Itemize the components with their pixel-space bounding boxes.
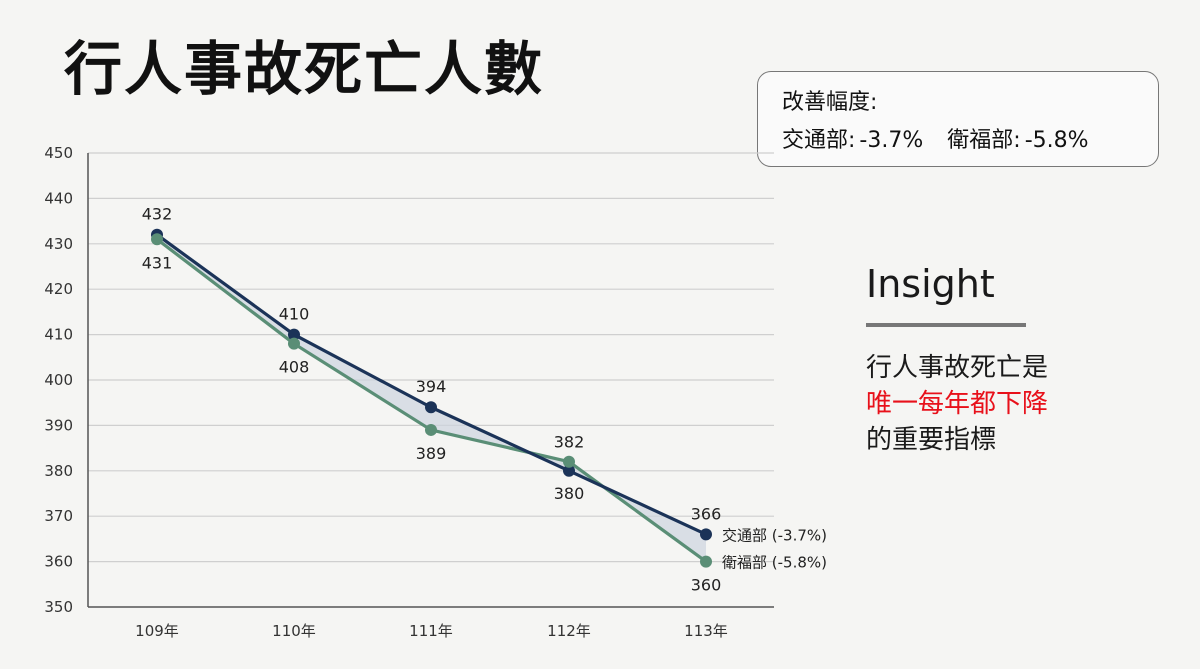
point-mohw-3 <box>563 455 575 468</box>
data-label-moti-0: 432 <box>142 205 173 224</box>
point-mohw-0 <box>151 233 163 246</box>
y-tick-label-360: 360 <box>44 553 73 571</box>
data-label-moti-2: 394 <box>416 377 447 396</box>
x-tick-label-0: 109年 <box>135 622 179 640</box>
data-label-moti-3: 380 <box>554 484 585 503</box>
data-label-moti-1: 410 <box>279 305 310 324</box>
point-mohw-4 <box>700 555 712 568</box>
data-label-mohw-2: 389 <box>416 444 447 463</box>
improvement-label-mohw: 衛福部: <box>947 128 1021 153</box>
point-moti-2 <box>425 401 437 414</box>
point-moti-3 <box>563 464 575 477</box>
point-mohw-2 <box>425 423 437 436</box>
point-moti-1 <box>288 328 300 341</box>
improvement-title: 改善幅度: <box>782 90 878 115</box>
page-title: 行人事故死亡人數 <box>64 35 545 103</box>
y-tick-label-420: 420 <box>44 280 73 298</box>
point-mohw-1 <box>288 337 300 350</box>
y-tick-label-380: 380 <box>44 462 73 480</box>
data-label-mohw-1: 408 <box>279 358 310 377</box>
data-label-mohw-4: 360 <box>691 576 722 595</box>
y-tick-label-350: 350 <box>44 598 73 616</box>
insight-line-3: 的重要指標 <box>866 425 997 455</box>
improvement-value-mohw: -5.8% <box>1024 128 1089 153</box>
y-tick-label-400: 400 <box>44 371 73 389</box>
insight-divider <box>866 323 1026 327</box>
improvement-label-moti: 交通部: <box>782 128 856 153</box>
y-tick-label-450: 450 <box>44 144 73 162</box>
improvement-values: 交通部: -3.7% 衛福部: -5.8% <box>782 126 1158 156</box>
x-tick-label-2: 111年 <box>409 622 453 640</box>
y-tick-label-410: 410 <box>44 326 73 344</box>
legend-label-moti: 交通部 (-3.7%) <box>722 526 827 544</box>
insight-text: 行人事故死亡是 唯一每年都下降 的重要指標 <box>866 350 1048 458</box>
x-tick-label-3: 112年 <box>547 622 591 640</box>
data-label-mohw-3: 382 <box>554 433 585 452</box>
y-tick-label-390: 390 <box>44 416 73 434</box>
x-tick-label-1: 110年 <box>272 622 316 640</box>
data-label-mohw-0: 431 <box>142 253 173 272</box>
x-tick-label-4: 113年 <box>684 622 728 640</box>
legend-label-mohw: 衛福部 (-5.8%) <box>722 554 827 572</box>
point-moti-4 <box>700 528 712 541</box>
y-tick-label-440: 440 <box>44 189 73 207</box>
data-label-moti-4: 366 <box>691 504 722 523</box>
series-gap-area <box>157 234 706 562</box>
insight-line-1: 行人事故死亡是 <box>866 353 1049 383</box>
improvement-value-moti: -3.7% <box>859 128 924 153</box>
series-line-mohw <box>156 237 707 563</box>
y-tick-label-370: 370 <box>44 507 73 525</box>
improvement-box: 改善幅度: 交通部: -3.7% 衛福部: -5.8% <box>757 71 1159 167</box>
insight-title: Insight <box>866 262 995 306</box>
insight-line-2-highlight: 唯一每年都下降 <box>866 389 1049 419</box>
y-tick-label-430: 430 <box>44 235 73 253</box>
